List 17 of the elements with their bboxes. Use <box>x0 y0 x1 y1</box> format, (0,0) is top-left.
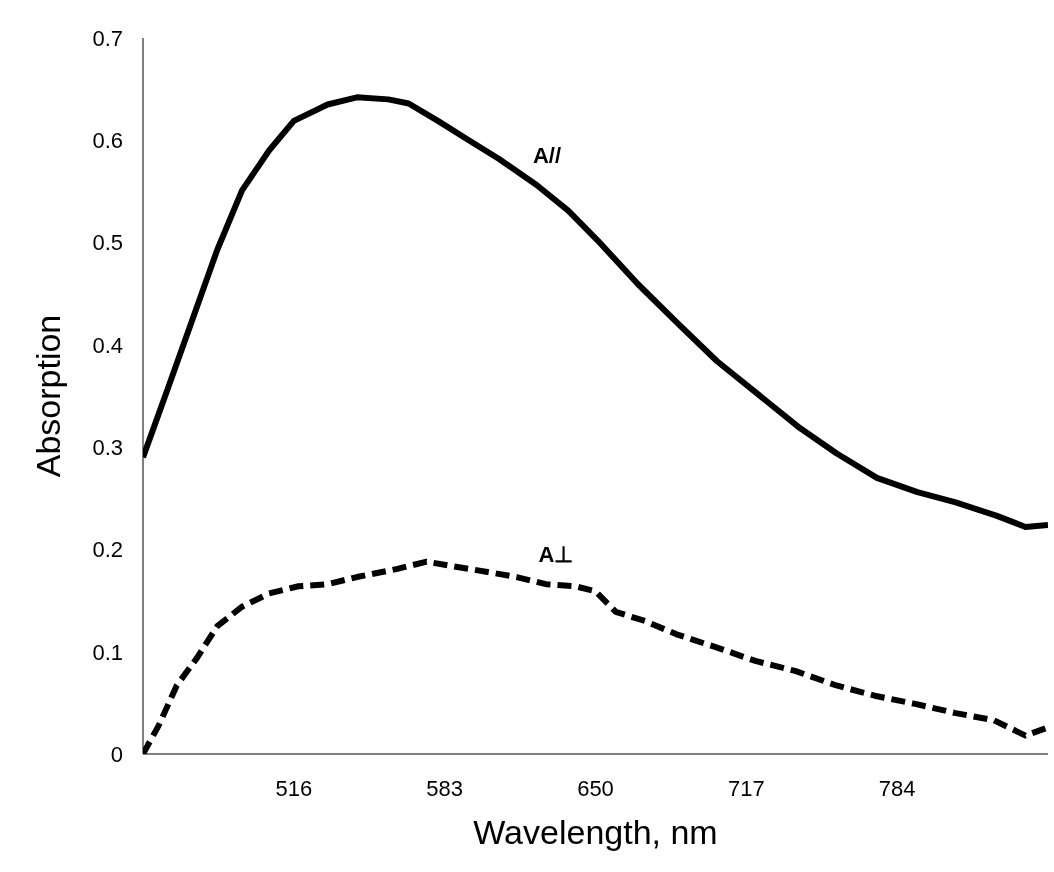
y-tick-label: 0.2 <box>92 537 123 563</box>
y-tick-label: 0.7 <box>92 25 123 51</box>
y-tick-label: 0.5 <box>92 230 123 256</box>
y-tick-label: 0.3 <box>92 434 123 460</box>
y-tick-label: 0.4 <box>92 332 123 358</box>
y-tick-label: 0.6 <box>92 128 123 154</box>
y-tick-label: 0 <box>110 741 123 767</box>
x-tick-label: 717 <box>727 775 765 801</box>
x-tick-label: 650 <box>577 775 614 801</box>
series-label: A// <box>532 143 562 169</box>
y-axis-title: Absorption <box>29 314 68 478</box>
x-tick-label: 784 <box>878 775 916 801</box>
x-axis-title: Wavelength, nm <box>473 813 718 851</box>
y-tick-label: 0.1 <box>92 639 123 665</box>
x-tick-label: 516 <box>275 775 313 801</box>
series-label: A⊥ <box>538 542 574 568</box>
x-tick-label: 583 <box>426 775 464 801</box>
